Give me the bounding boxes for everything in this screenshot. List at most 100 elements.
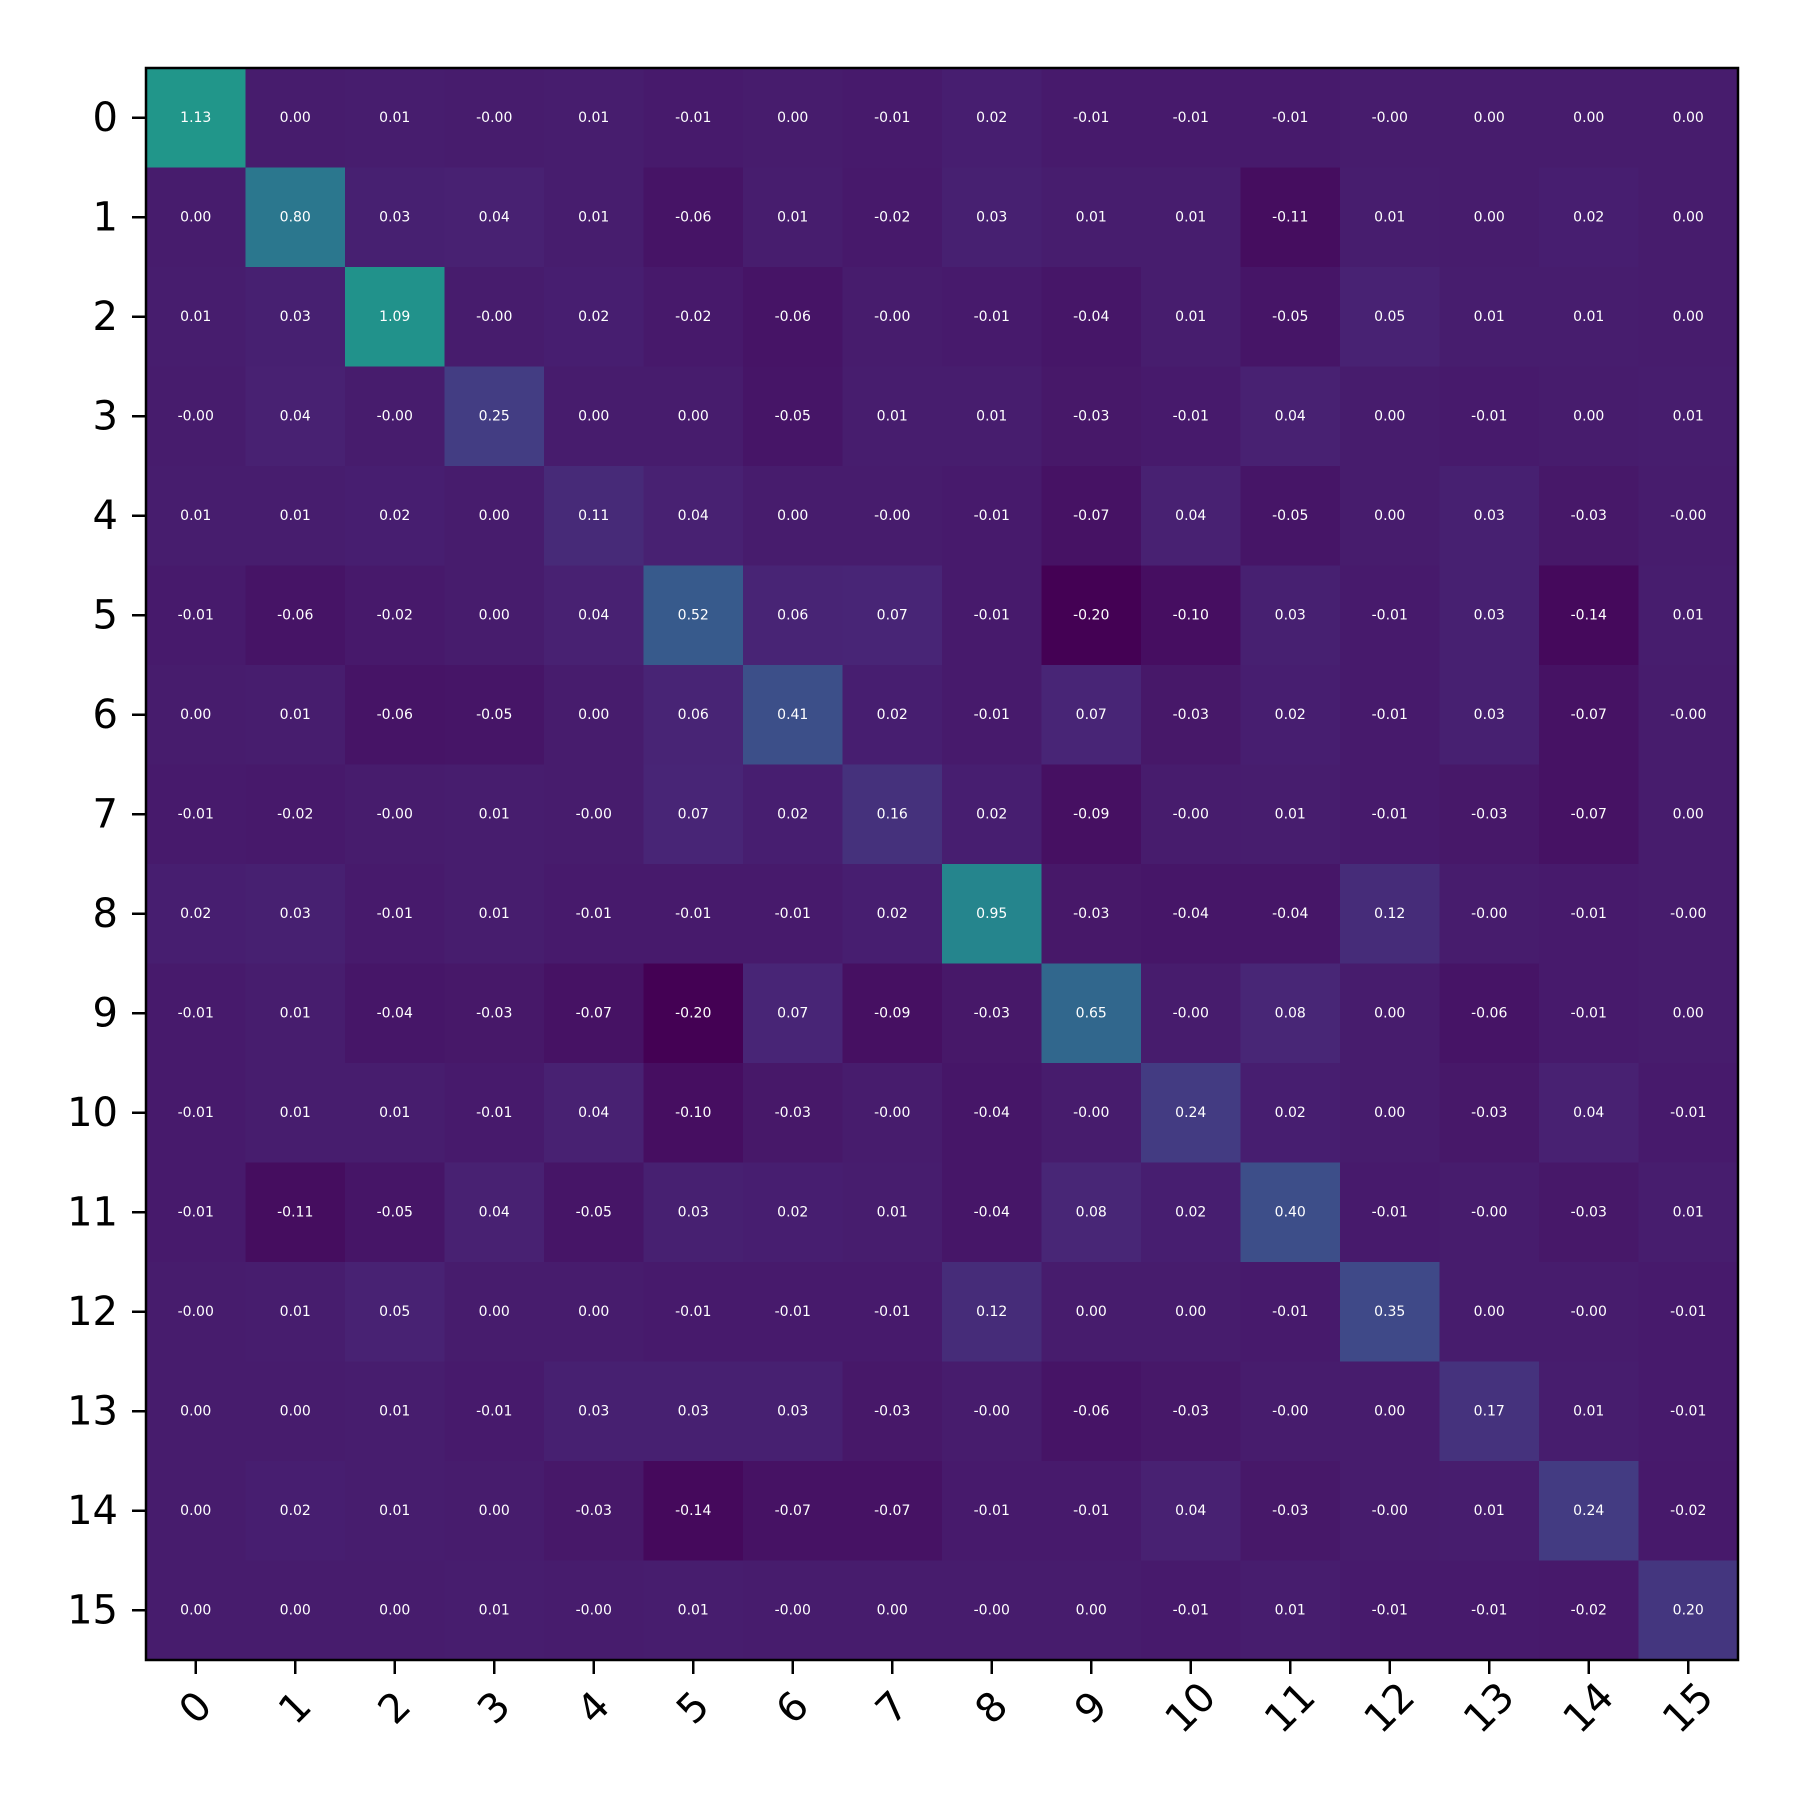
x-tick-label: 9 [1066, 1683, 1117, 1734]
heatmap-cell-r3-c9 [1041, 366, 1142, 467]
heatmap-cell-r3-c12 [1340, 366, 1441, 467]
cell-value-label: 0.01 [1474, 309, 1505, 325]
heatmap-cell-r4-c7 [842, 466, 943, 567]
heatmap-cell-r5-c5 [643, 565, 744, 666]
heatmap-cell-r0-c3 [444, 68, 545, 169]
heatmap-cell-r4-c12 [1340, 466, 1441, 567]
heatmap-cell-r10-c0 [146, 1063, 247, 1164]
cell-value-label: 0.01 [280, 1005, 311, 1021]
y-tick-label: 5 [93, 592, 118, 638]
cell-value-label: -0.02 [1571, 1602, 1607, 1618]
cell-value-label: -0.06 [775, 309, 811, 325]
heatmap-cell-r4-c5 [643, 466, 744, 567]
heatmap-cell-r14-c9 [1041, 1461, 1142, 1562]
heatmap-cell-r3-c0 [146, 366, 247, 467]
cell-value-label: 0.20 [1673, 1602, 1704, 1618]
cell-value-label: 0.11 [578, 508, 609, 524]
heatmap-cell-r15-c5 [643, 1560, 744, 1661]
cell-value-label: -0.00 [476, 309, 512, 325]
heatmap-cell-r0-c14 [1539, 68, 1640, 169]
cell-value-label: -0.04 [1173, 906, 1209, 922]
cell-value-label: 0.00 [280, 1403, 311, 1419]
cell-value-label: -0.01 [974, 508, 1010, 524]
heatmap-cell-r8-c10 [1141, 864, 1242, 965]
cell-value-label: -0.01 [1173, 1602, 1209, 1618]
heatmap-cell-r3-c8 [942, 366, 1043, 467]
x-tick-label: 6 [767, 1683, 818, 1734]
heatmap-cell-r1-c6 [743, 167, 844, 268]
y-tick-label: 10 [67, 1090, 118, 1136]
heatmap-cell-r7-c1 [245, 764, 346, 865]
cell-value-label: -0.06 [675, 209, 711, 225]
heatmap-cell-r0-c0 [146, 68, 247, 169]
cell-value-label: -0.00 [1173, 1005, 1209, 1021]
heatmap-cell-r9-c3 [444, 963, 545, 1064]
cell-value-label: 0.80 [280, 209, 311, 225]
cell-value-label: -0.01 [1471, 1602, 1507, 1618]
heatmap-cell-r7-c3 [444, 764, 545, 865]
heatmap-cell-r6-c6 [743, 665, 844, 766]
y-tick-label: 6 [93, 692, 118, 738]
heatmap-cell-r8-c0 [146, 864, 247, 965]
heatmap-cell-r4-c3 [444, 466, 545, 567]
cell-value-label: -0.01 [675, 906, 711, 922]
heatmap-cell-r3-c10 [1141, 366, 1242, 467]
cell-value-label: -0.00 [476, 110, 512, 126]
cell-value-label: 0.35 [1374, 1304, 1405, 1320]
cell-value-label: -0.01 [377, 906, 413, 922]
heatmap-cell-r5-c9 [1041, 565, 1142, 666]
heatmap-cell-r0-c5 [643, 68, 744, 169]
heatmap-cell-r2-c14 [1539, 267, 1640, 368]
cell-value-label: -0.01 [476, 1105, 512, 1121]
cell-value-label: 0.00 [280, 1602, 311, 1618]
cell-value-label: 0.07 [877, 607, 908, 623]
x-tick-label: 5 [668, 1683, 719, 1734]
heatmap-cell-r12-c8 [942, 1262, 1043, 1363]
heatmap-cell-r8-c9 [1041, 864, 1142, 965]
y-tick-label: 4 [93, 493, 118, 539]
heatmap-cell-r9-c4 [544, 963, 645, 1064]
cell-value-label: 0.06 [678, 707, 709, 723]
heatmap-cell-r14-c15 [1638, 1461, 1739, 1562]
cell-value-label: 0.01 [1573, 1403, 1604, 1419]
cell-value-label: -0.20 [675, 1005, 711, 1021]
cell-value-label: 0.01 [280, 1304, 311, 1320]
cell-value-label: -0.00 [874, 508, 910, 524]
heatmap-cell-r1-c11 [1240, 167, 1341, 268]
heatmap-cell-r12-c11 [1240, 1262, 1341, 1363]
cell-value-label: 0.00 [777, 508, 808, 524]
cell-value-label: 0.02 [877, 906, 908, 922]
cell-value-label: -0.00 [377, 408, 413, 424]
cell-value-label: 0.52 [678, 607, 709, 623]
cell-value-label: -0.09 [1073, 806, 1109, 822]
cell-value-label: 0.00 [578, 707, 609, 723]
cell-value-label: -0.01 [775, 1304, 811, 1320]
heatmap-cell-r7-c11 [1240, 764, 1341, 865]
cell-value-label: 0.02 [578, 309, 609, 325]
cell-value-label: -0.03 [1272, 1503, 1308, 1519]
heatmap-cell-r5-c11 [1240, 565, 1341, 666]
cell-value-label: -0.01 [675, 1304, 711, 1320]
heatmap-cell-r10-c7 [842, 1063, 943, 1164]
cell-value-label: 0.17 [1474, 1403, 1505, 1419]
cell-value-label: 0.00 [877, 1602, 908, 1618]
cell-value-label: -0.11 [1272, 209, 1308, 225]
heatmap-cell-r13-c3 [444, 1361, 545, 1462]
heatmap-cell-r1-c0 [146, 167, 247, 268]
heatmap-cell-r0-c6 [743, 68, 844, 169]
heatmap-cell-r0-c2 [345, 68, 446, 169]
heatmap-cell-r0-c7 [842, 68, 943, 169]
heatmap-cell-r0-c11 [1240, 68, 1341, 169]
heatmap-cell-r15-c3 [444, 1560, 545, 1661]
heatmap-cell-r7-c6 [743, 764, 844, 865]
heatmap-cell-r6-c15 [1638, 665, 1739, 766]
heatmap-cell-r15-c14 [1539, 1560, 1640, 1661]
cell-value-label: 0.00 [180, 1403, 211, 1419]
cell-value-label: 0.01 [479, 1602, 510, 1618]
x-tick-label: 12 [1355, 1674, 1424, 1743]
cell-value-label: 0.01 [678, 1602, 709, 1618]
heatmap-cell-r4-c14 [1539, 466, 1640, 567]
cell-value-label: -0.05 [377, 1204, 413, 1220]
heatmap-cell-r1-c3 [444, 167, 545, 268]
cell-value-label: 0.01 [379, 1503, 410, 1519]
